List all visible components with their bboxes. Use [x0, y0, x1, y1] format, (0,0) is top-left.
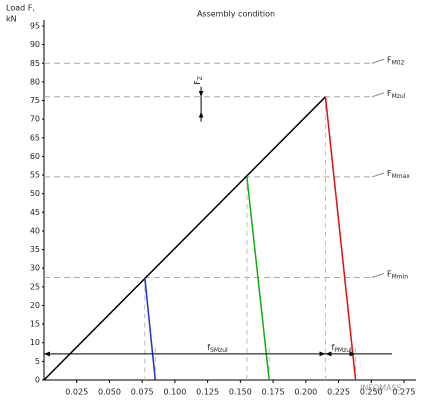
x-tick-label: 0.125	[196, 388, 219, 397]
y-tick-label: 30	[30, 264, 40, 273]
y-tick-label: 10	[30, 338, 40, 347]
reference-label-main: F	[387, 55, 392, 64]
y-tick-label: 95	[30, 22, 40, 31]
series-line	[144, 277, 157, 381]
reference-label: FMmin	[387, 269, 408, 280]
series-line	[324, 96, 357, 381]
y-tick-label: 80	[30, 77, 40, 86]
y-tick-label: 40	[30, 226, 40, 235]
force-label-sub: Z	[197, 76, 204, 80]
reference-leader	[371, 273, 385, 279]
dimension-label-main: f	[331, 342, 334, 351]
x-tick-label: 0.150	[229, 388, 252, 397]
y-tick-label: 85	[30, 59, 40, 68]
dimension-label: fPMzul	[331, 342, 352, 353]
y-axis-unit: kN	[6, 15, 17, 24]
reference-label-sub: Mmax	[392, 172, 411, 179]
x-tick-label: 0.175	[262, 388, 285, 397]
x-tick-label: 0.250	[360, 388, 383, 397]
x-tick-label: 0.100	[163, 388, 186, 397]
y-tick-label: 65	[30, 133, 40, 142]
x-tick-label: 0.075	[131, 388, 154, 397]
chart-title: Assembly condition	[197, 10, 275, 19]
reference-leader	[371, 92, 385, 98]
reference-label-main: F	[387, 88, 392, 97]
y-tick-label: 90	[30, 40, 40, 49]
dimension-label-sub: SMzul	[210, 346, 228, 353]
reference-label: FM02	[387, 55, 405, 66]
x-tick-label: 0.225	[327, 388, 350, 397]
reference-leader	[371, 58, 385, 64]
reference-label-sub: M02	[392, 59, 405, 66]
x-tick-label: 0.050	[98, 388, 121, 397]
y-tick-label: 5	[35, 357, 40, 366]
y-tick-label: 50	[30, 189, 40, 198]
dimension-label-sub: PMzul	[334, 346, 352, 353]
y-tick-label: 20	[30, 301, 40, 310]
y-tick-label: 70	[30, 115, 40, 124]
series-line	[246, 176, 270, 381]
reference-label: FMzul	[387, 88, 406, 99]
x-tick-label: 0.025	[65, 388, 88, 397]
reference-leader	[371, 172, 385, 178]
y-tick-label: 45	[30, 208, 40, 217]
force-label-main: F	[193, 80, 202, 85]
dimension-label: fSMzul	[207, 342, 228, 353]
y-tick-label: 25	[30, 282, 40, 291]
reference-label-main: F	[387, 168, 392, 177]
x-tick-label: 0.200	[294, 388, 317, 397]
y-tick-label: 75	[30, 96, 40, 105]
reference-label: FMmax	[387, 168, 410, 179]
reference-label-sub: Mmin	[392, 273, 409, 280]
y-tick-label: 35	[30, 245, 40, 254]
watermark: INFOMASS	[360, 384, 402, 393]
dimension-label-main: f	[207, 342, 210, 351]
series-line	[43, 96, 326, 381]
y-tick-label: 60	[30, 152, 40, 161]
y-tick-label: 0	[35, 376, 40, 385]
reference-label-sub: Mzul	[392, 92, 406, 99]
y-tick-label: 55	[30, 171, 40, 180]
force-label: FZ	[193, 76, 204, 85]
y-axis-label: Load F,	[6, 4, 35, 13]
reference-label-main: F	[387, 269, 392, 278]
y-tick-label: 15	[30, 320, 40, 329]
x-tick-label: 0.275	[393, 388, 416, 397]
